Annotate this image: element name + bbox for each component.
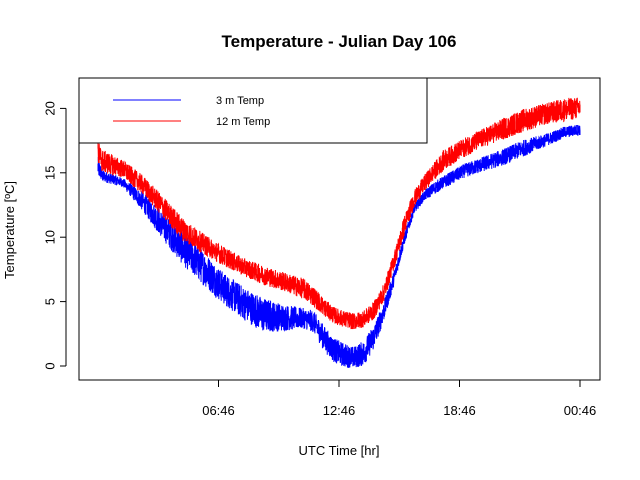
x-axis: 06:46 12:46 18:46 00:46 <box>202 379 597 418</box>
chart-title: Temperature - Julian Day 106 <box>222 32 457 51</box>
y-tick-label: 10 <box>43 230 58 244</box>
plot-area <box>97 97 581 368</box>
legend-box <box>78 77 428 144</box>
series-12m-temp <box>97 97 581 330</box>
x-tick-label: 06:46 <box>202 403 235 418</box>
y-axis: 0 5 10 15 20 <box>43 101 67 370</box>
series-line <box>97 124 581 368</box>
x-tick-label: 18:46 <box>443 403 476 418</box>
x-tick-label: 00:46 <box>564 403 597 418</box>
y-tick-label: 0 <box>43 362 58 369</box>
legend-label-3m: 3 m Temp <box>216 95 264 107</box>
legend-label-12m: 12 m Temp <box>216 116 270 128</box>
series-3m-temp <box>97 124 581 368</box>
y-tick-label: 20 <box>43 101 58 115</box>
x-axis-label: UTC Time [hr] <box>299 443 380 458</box>
y-tick-label: 5 <box>43 298 58 305</box>
y-axis-label: Temperature [ºC] <box>2 181 17 279</box>
legend: 3 m Temp 12 m Temp <box>78 77 428 144</box>
x-tick-label: 12:46 <box>323 403 356 418</box>
y-tick-label: 15 <box>43 166 58 180</box>
series-line <box>97 97 581 330</box>
